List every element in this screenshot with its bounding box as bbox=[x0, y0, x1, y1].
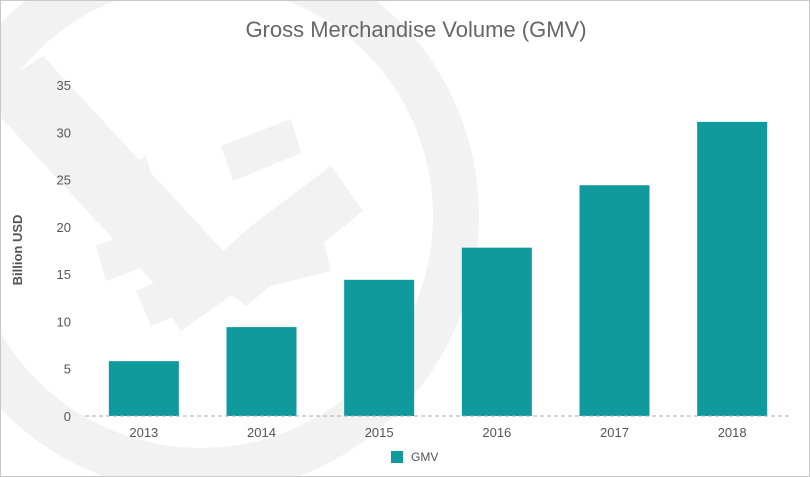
bar-2014 bbox=[226, 327, 297, 416]
x-axis-ticks: 2013 2014 2015 2016 2017 2018 bbox=[129, 425, 746, 440]
x-tick-label: 2016 bbox=[482, 425, 511, 440]
bar-2017 bbox=[579, 185, 650, 416]
chart-title: Gross Merchandise Volume (GMV) bbox=[245, 17, 586, 42]
legend-swatch bbox=[391, 451, 403, 463]
x-tick-label: 2015 bbox=[365, 425, 394, 440]
y-tick-label: 25 bbox=[57, 173, 71, 188]
y-tick-label: 15 bbox=[57, 267, 71, 282]
bar-2018 bbox=[697, 121, 768, 416]
y-tick-label: 0 bbox=[64, 409, 71, 424]
y-tick-label: 5 bbox=[64, 362, 71, 377]
bar-2016 bbox=[461, 247, 532, 416]
x-tick-label: 2018 bbox=[718, 425, 747, 440]
legend-label: GMV bbox=[411, 450, 438, 464]
bar-series bbox=[108, 121, 768, 416]
y-axis-title: Billion USD bbox=[10, 215, 25, 286]
y-tick-label: 30 bbox=[57, 125, 71, 140]
legend: GMV bbox=[391, 450, 438, 464]
y-tick-label: 10 bbox=[57, 314, 71, 329]
bar-2013 bbox=[108, 361, 179, 416]
x-tick-label: 2017 bbox=[600, 425, 629, 440]
y-tick-label: 20 bbox=[57, 220, 71, 235]
yen-watermark-icon bbox=[1, 1, 479, 476]
y-axis-ticks: 0 5 10 15 20 25 30 35 bbox=[57, 78, 71, 424]
y-tick-label: 35 bbox=[57, 78, 71, 93]
bar-2015 bbox=[344, 279, 415, 416]
x-tick-label: 2014 bbox=[247, 425, 276, 440]
x-tick-label: 2013 bbox=[129, 425, 158, 440]
